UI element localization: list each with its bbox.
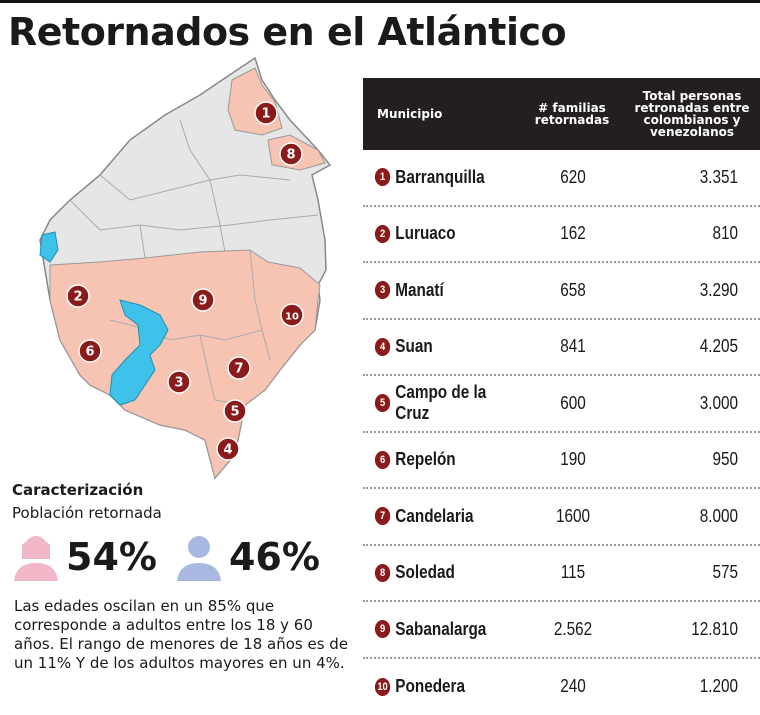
number-badge: 9: [375, 620, 390, 638]
total-cell: 950: [623, 449, 738, 470]
municipio-cell: 8 Soledad: [363, 562, 525, 583]
header-familias: # familias retornadas: [521, 102, 623, 126]
familias-cell: 115: [548, 562, 599, 583]
total-cell: 575: [623, 562, 738, 583]
municipio-cell: 1 Barranquilla: [363, 167, 525, 188]
header-total: Total personas retronadas entre colombia…: [627, 90, 757, 138]
number-badge: 3: [375, 281, 390, 299]
map-marker-label: 9: [198, 294, 207, 309]
map-marker-label: 3: [174, 376, 183, 391]
familias-cell: 240: [548, 676, 599, 697]
table-row: 7 Candelaria 1600 8.000: [363, 489, 760, 546]
header-municipio: Municipio: [363, 108, 513, 120]
municipio-name: Repelón: [395, 449, 455, 470]
woman-icon: [12, 533, 60, 581]
total-cell: 8.000: [623, 506, 738, 527]
municipio-name: Barranquilla: [395, 167, 484, 188]
municipio-cell: 7 Candelaria: [363, 506, 525, 527]
municipio-cell: 3 Manatí: [363, 280, 525, 301]
municipio-name: Campo de la Cruz: [395, 382, 524, 424]
map-marker-label: 10: [285, 312, 299, 323]
section-title: Caracterización: [12, 481, 143, 499]
familias-cell: 190: [548, 449, 599, 470]
returnees-table: Municipio # familias retornadas Total pe…: [363, 78, 760, 715]
table-row: 6 Repelón 190 950: [363, 433, 760, 490]
municipio-cell: 10 Ponedera: [363, 676, 525, 697]
number-badge: 10: [375, 678, 390, 696]
women-percent: 54%: [66, 535, 157, 579]
number-badge: 1: [375, 168, 390, 186]
number-badge: 6: [375, 451, 390, 469]
highlighted-zones: [50, 250, 320, 478]
municipio-cell: 6 Repelón: [363, 449, 525, 470]
municipio-name: Sabanalarga: [395, 619, 486, 640]
municipio-name: Soledad: [395, 562, 455, 583]
familias-cell: 620: [548, 167, 599, 188]
page-title: Retornados en el Atlántico: [8, 10, 566, 54]
top-rule: [0, 0, 760, 3]
municipio-cell: 4 Suan: [363, 336, 525, 357]
municipio-cell: 9 Sabanalarga: [363, 619, 525, 640]
map-marker-label: 2: [73, 290, 82, 305]
familias-cell: 1600: [548, 506, 599, 527]
municipio-name: Candelaria: [395, 506, 473, 527]
familias-cell: 600: [548, 393, 599, 414]
familias-cell: 841: [548, 336, 599, 357]
total-cell: 3.351: [623, 167, 738, 188]
municipio-name: Suan: [395, 336, 432, 357]
number-badge: 8: [375, 564, 390, 582]
familias-cell: 2.562: [548, 619, 599, 640]
table-row: 4 Suan 841 4.205: [363, 320, 760, 377]
map-marker-label: 6: [85, 345, 94, 360]
barranquilla-zone: [228, 68, 282, 135]
atlantico-map: 1 8 2 9 10 6 3 7 5 4: [30, 50, 340, 480]
municipio-cell: 2 Luruaco: [363, 223, 525, 244]
men-percent: 46%: [229, 535, 320, 579]
number-badge: 2: [375, 225, 390, 243]
number-badge: 5: [375, 394, 390, 412]
municipio-name: Luruaco: [395, 223, 455, 244]
total-cell: 3.290: [623, 280, 738, 301]
age-description: Las edades oscilan en un 85% que corresp…: [14, 597, 354, 673]
table-row: 3 Manatí 658 3.290: [363, 263, 760, 320]
map-marker-label: 8: [286, 148, 295, 163]
table-row: 10 Ponedera 240 1.200: [363, 659, 760, 715]
man-icon: [175, 533, 223, 581]
total-cell: 12.810: [623, 619, 738, 640]
familias-cell: 658: [548, 280, 599, 301]
municipio-cell: 5 Campo de la Cruz: [363, 382, 525, 424]
table-row: 5 Campo de la Cruz 600 3.000: [363, 376, 760, 433]
map-marker-label: 7: [234, 362, 243, 377]
municipio-name: Manatí: [395, 280, 443, 301]
map-marker-label: 5: [230, 405, 239, 420]
table-row: 2 Luruaco 162 810: [363, 207, 760, 264]
table-row: 9 Sabanalarga 2.562 12.810: [363, 602, 760, 659]
total-cell: 810: [623, 223, 738, 244]
municipio-name: Ponedera: [395, 676, 465, 697]
total-cell: 4.205: [623, 336, 738, 357]
table-row: 1 Barranquilla 620 3.351: [363, 150, 760, 207]
total-cell: 1.200: [623, 676, 738, 697]
familias-cell: 162: [548, 223, 599, 244]
table-row: 8 Soledad 115 575: [363, 546, 760, 603]
section-subtitle: Población retornada: [12, 504, 162, 522]
total-cell: 3.000: [623, 393, 738, 414]
gender-stats: 54% 46%: [12, 533, 338, 581]
number-badge: 4: [375, 338, 390, 356]
table-header: Municipio # familias retornadas Total pe…: [363, 78, 760, 150]
map-marker-label: 4: [223, 443, 232, 458]
number-badge: 7: [375, 507, 390, 525]
map-marker-label: 1: [261, 107, 270, 122]
